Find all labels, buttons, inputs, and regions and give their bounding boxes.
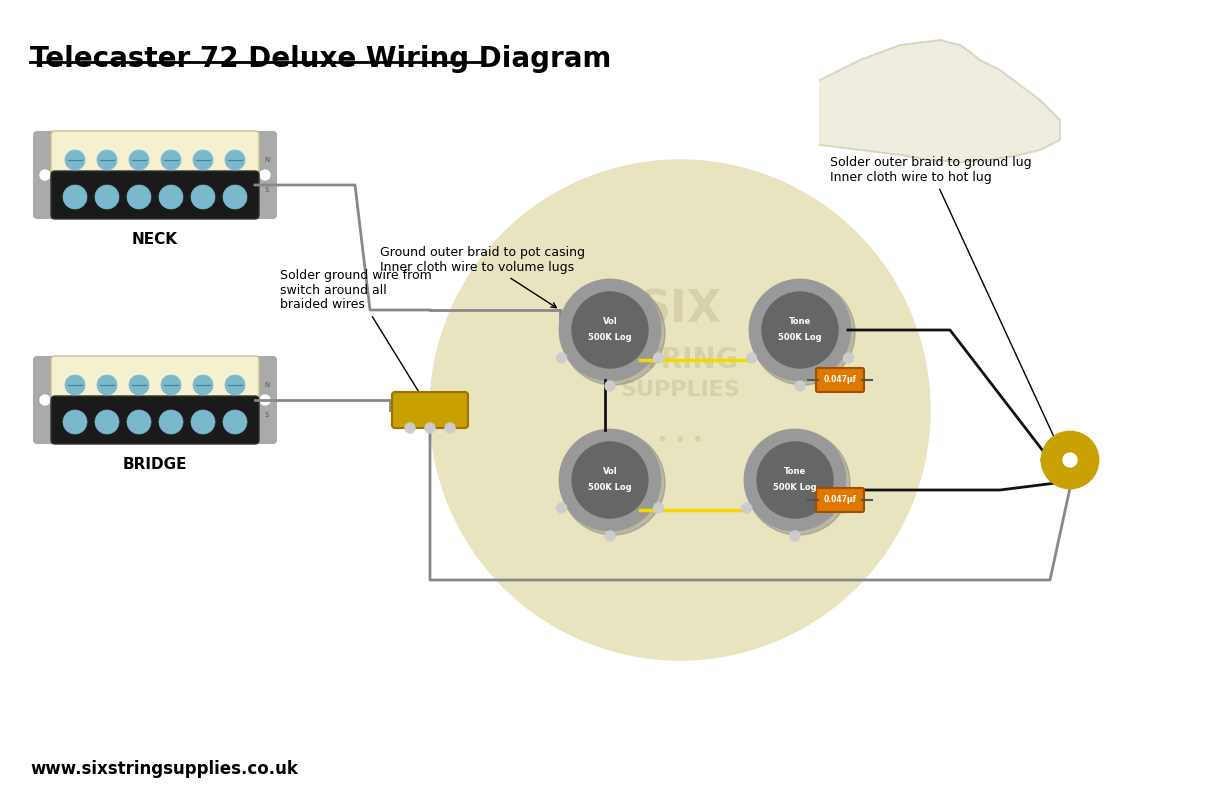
Circle shape [129, 150, 149, 170]
FancyBboxPatch shape [51, 396, 259, 444]
Text: Telecaster 72 Deluxe Wiring Diagram: Telecaster 72 Deluxe Wiring Diagram [30, 45, 611, 73]
Text: 500K Log: 500K Log [778, 334, 822, 342]
Circle shape [40, 170, 50, 180]
Circle shape [65, 150, 85, 170]
Circle shape [560, 280, 659, 380]
Circle shape [127, 410, 151, 434]
Circle shape [63, 410, 87, 434]
Circle shape [161, 375, 182, 395]
Circle shape [1056, 446, 1084, 474]
Circle shape [742, 503, 751, 513]
FancyBboxPatch shape [816, 488, 864, 512]
Circle shape [223, 410, 247, 434]
Circle shape [1042, 432, 1097, 488]
Circle shape [561, 281, 666, 385]
Circle shape [159, 410, 183, 434]
Circle shape [191, 410, 215, 434]
Text: Solder outer braid to ground lug
Inner cloth wire to hot lug: Solder outer braid to ground lug Inner c… [830, 156, 1059, 446]
Circle shape [191, 185, 215, 209]
Text: NECK: NECK [132, 232, 178, 247]
Text: SIX: SIX [639, 289, 721, 331]
Text: 0.047µf: 0.047µf [824, 375, 857, 385]
Circle shape [430, 160, 930, 660]
Circle shape [225, 150, 244, 170]
Circle shape [747, 353, 756, 363]
Circle shape [557, 353, 566, 363]
Circle shape [557, 503, 566, 513]
Circle shape [572, 292, 649, 368]
Circle shape [40, 395, 50, 405]
Circle shape [445, 423, 455, 433]
Text: Vol: Vol [603, 467, 617, 477]
FancyBboxPatch shape [51, 171, 259, 219]
FancyBboxPatch shape [816, 368, 864, 392]
Text: Vol: Vol [603, 318, 617, 326]
FancyBboxPatch shape [392, 392, 468, 428]
Circle shape [572, 442, 649, 518]
Text: 500K Log: 500K Log [588, 334, 632, 342]
Text: SUPPLIES: SUPPLIES [620, 380, 741, 400]
Circle shape [96, 185, 119, 209]
FancyBboxPatch shape [51, 131, 259, 179]
Circle shape [605, 531, 615, 541]
Text: 500K Log: 500K Log [773, 483, 817, 493]
Circle shape [96, 410, 119, 434]
Text: www.sixstringsupplies.co.uk: www.sixstringsupplies.co.uk [30, 760, 298, 778]
Circle shape [762, 292, 839, 368]
Circle shape [1064, 453, 1077, 467]
Circle shape [747, 431, 849, 535]
Circle shape [260, 395, 270, 405]
Circle shape [223, 185, 247, 209]
Polygon shape [820, 40, 1060, 162]
Circle shape [561, 431, 666, 535]
Circle shape [97, 375, 117, 395]
Circle shape [161, 150, 182, 170]
Text: N: N [264, 382, 270, 388]
FancyBboxPatch shape [34, 132, 276, 218]
Text: • • •: • • • [657, 430, 703, 450]
Circle shape [425, 423, 436, 433]
Text: BRIDGE: BRIDGE [122, 457, 188, 472]
Circle shape [97, 150, 117, 170]
Circle shape [405, 423, 415, 433]
Circle shape [750, 280, 849, 380]
Text: N: N [264, 157, 270, 163]
Circle shape [653, 353, 663, 363]
Text: 0.047µf: 0.047µf [824, 495, 857, 505]
Circle shape [839, 503, 848, 513]
Circle shape [745, 430, 845, 530]
FancyBboxPatch shape [51, 356, 259, 404]
Circle shape [194, 375, 213, 395]
Circle shape [225, 375, 244, 395]
Text: Tone: Tone [789, 318, 811, 326]
Circle shape [843, 353, 853, 363]
Circle shape [194, 150, 213, 170]
Circle shape [790, 531, 800, 541]
Circle shape [605, 381, 615, 391]
Circle shape [560, 430, 659, 530]
Circle shape [795, 381, 805, 391]
Circle shape [63, 185, 87, 209]
Text: Ground outer braid to pot casing
Inner cloth wire to volume lugs: Ground outer braid to pot casing Inner c… [380, 246, 584, 308]
Text: Tone: Tone [784, 467, 806, 477]
Circle shape [751, 281, 855, 385]
Circle shape [757, 442, 832, 518]
Circle shape [127, 185, 151, 209]
FancyBboxPatch shape [34, 357, 276, 443]
Text: S: S [265, 412, 269, 418]
Circle shape [260, 170, 270, 180]
Text: 500K Log: 500K Log [588, 483, 632, 493]
Text: STRING: STRING [622, 346, 738, 374]
Text: Solder ground wire from
switch around all
braided wires: Solder ground wire from switch around al… [280, 269, 432, 406]
Text: S: S [265, 187, 269, 193]
Circle shape [129, 375, 149, 395]
Circle shape [653, 503, 663, 513]
Circle shape [65, 375, 85, 395]
Circle shape [159, 185, 183, 209]
